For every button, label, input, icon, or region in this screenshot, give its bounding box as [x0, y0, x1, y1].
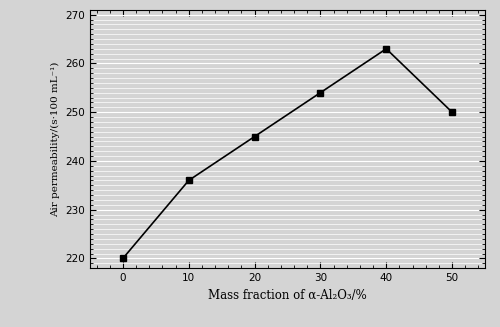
Y-axis label: Air permeability/(s·100 mL⁻¹): Air permeability/(s·100 mL⁻¹)	[50, 61, 60, 217]
X-axis label: Mass fraction of α-Al₂O₃/%: Mass fraction of α-Al₂O₃/%	[208, 288, 367, 301]
